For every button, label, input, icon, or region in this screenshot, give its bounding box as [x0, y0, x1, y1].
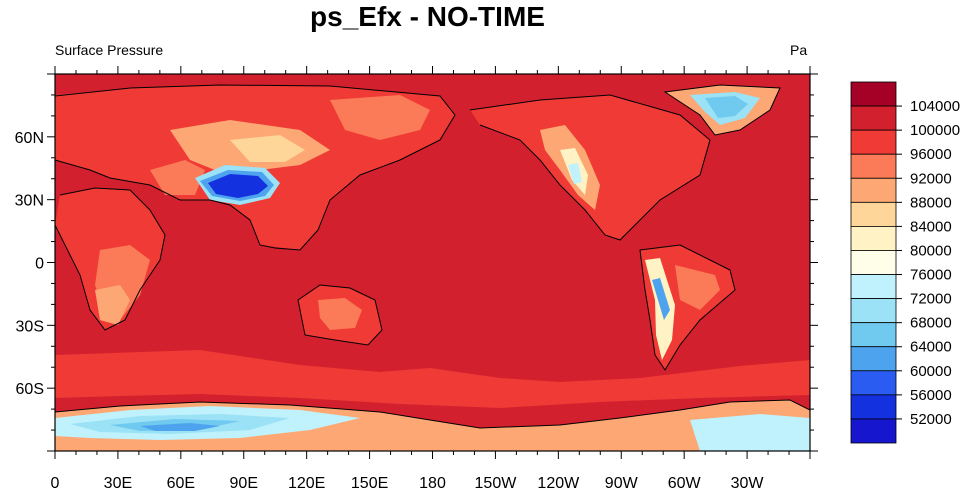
colorbar: 104000 100000 96000 92000 88000 84000 80000 760…	[850, 81, 960, 444]
colorado-plateau	[568, 163, 582, 184]
lon-tick-label: 0	[51, 475, 60, 490]
colorbar-swatch	[850, 298, 897, 324]
antarctica-dome	[140, 423, 220, 431]
andes-core	[652, 278, 670, 320]
colorbar-label: 76000	[910, 267, 952, 284]
colorbar-swatch	[850, 322, 897, 348]
mongolia-highland	[230, 135, 305, 162]
colorbar-swatch	[850, 105, 897, 131]
antarctica-coast	[55, 399, 810, 429]
colorbar-label: 68000	[910, 315, 952, 332]
north-america-coast	[469, 94, 711, 241]
lon-tick-label: 30E	[104, 475, 132, 490]
colorbar-swatch	[850, 346, 897, 372]
lat-tick-label: 30S	[16, 318, 44, 335]
lon-tick-label: 150W	[475, 475, 518, 490]
units-label: Pa	[790, 42, 808, 58]
colorbar-swatch	[850, 394, 897, 420]
coastlines	[55, 84, 810, 429]
colorbar-swatch	[850, 250, 897, 275]
colorbar-label: 52000	[910, 411, 952, 428]
colorbar-label: 80000	[910, 242, 952, 259]
lon-tick-label: 90W	[605, 475, 639, 490]
colorbar-label: 88000	[910, 194, 952, 211]
lon-tick-label: 30W	[731, 475, 765, 490]
lon-tick-label: 180	[419, 475, 446, 490]
tibet-plateau-core	[208, 174, 268, 198]
australia-coast	[297, 284, 383, 346]
colorbar-label: 72000	[910, 291, 952, 308]
colorbar-label: 64000	[910, 339, 952, 356]
colorbar-label: 92000	[910, 170, 952, 187]
lon-tick-label: 60W	[668, 475, 702, 490]
colorbar-swatch	[850, 153, 897, 179]
colorbar-swatch	[850, 129, 897, 155]
andes-outer	[645, 258, 675, 360]
colorbar-swatch	[850, 418, 897, 444]
lat-tick-label: 60N	[15, 130, 44, 147]
colorbar-swatch	[850, 201, 897, 227]
eurasia-coast	[55, 84, 456, 251]
colorbar-swatch	[850, 225, 897, 251]
colorbar-label: 84000	[910, 218, 952, 235]
colorbar-label: 104000	[910, 98, 960, 115]
africa-south-plateau	[95, 285, 130, 325]
lon-tick-label: 120W	[537, 475, 580, 490]
lon-tick-label: 120E	[288, 475, 325, 490]
greenland-ice-core	[705, 96, 748, 118]
brazil-highland	[675, 265, 720, 310]
colorbar-swatch	[850, 370, 897, 396]
lon-tick-label: 60E	[167, 475, 195, 490]
southern-ocean-band	[55, 350, 810, 408]
colorbar-swatch	[850, 177, 897, 203]
map-title: ps_Efx - NO-TIME	[310, 1, 545, 32]
lat-tick-label: 30N	[15, 193, 44, 210]
colorbar-label: 56000	[910, 387, 952, 404]
africa-coast	[55, 187, 166, 331]
lat-tick-label: 0	[35, 256, 44, 273]
lat-tick-label: 60S	[16, 381, 44, 398]
australia-interior	[318, 298, 362, 330]
lon-tick-label: 90E	[230, 475, 258, 490]
land-fields	[55, 85, 810, 451]
iran-plateau	[150, 160, 205, 195]
axis-ticks: 0 30E 60E 90E 120E 150E 180 150W 120W 90W 60W 30W 60…	[15, 66, 818, 490]
colorbar-swatch	[850, 81, 897, 107]
west-antarctica	[690, 414, 810, 451]
colorbar-label: 100000	[910, 122, 960, 139]
colorbar-label: 60000	[910, 363, 952, 380]
variable-long-name: Surface Pressure	[55, 42, 164, 58]
east-siberia-highland	[330, 95, 430, 140]
colorbar-label: 96000	[910, 146, 952, 163]
colorbar-swatch	[850, 274, 897, 299]
lon-tick-label: 150E	[351, 475, 388, 490]
south-america-coast	[639, 244, 736, 371]
greenland-coast	[663, 84, 781, 136]
